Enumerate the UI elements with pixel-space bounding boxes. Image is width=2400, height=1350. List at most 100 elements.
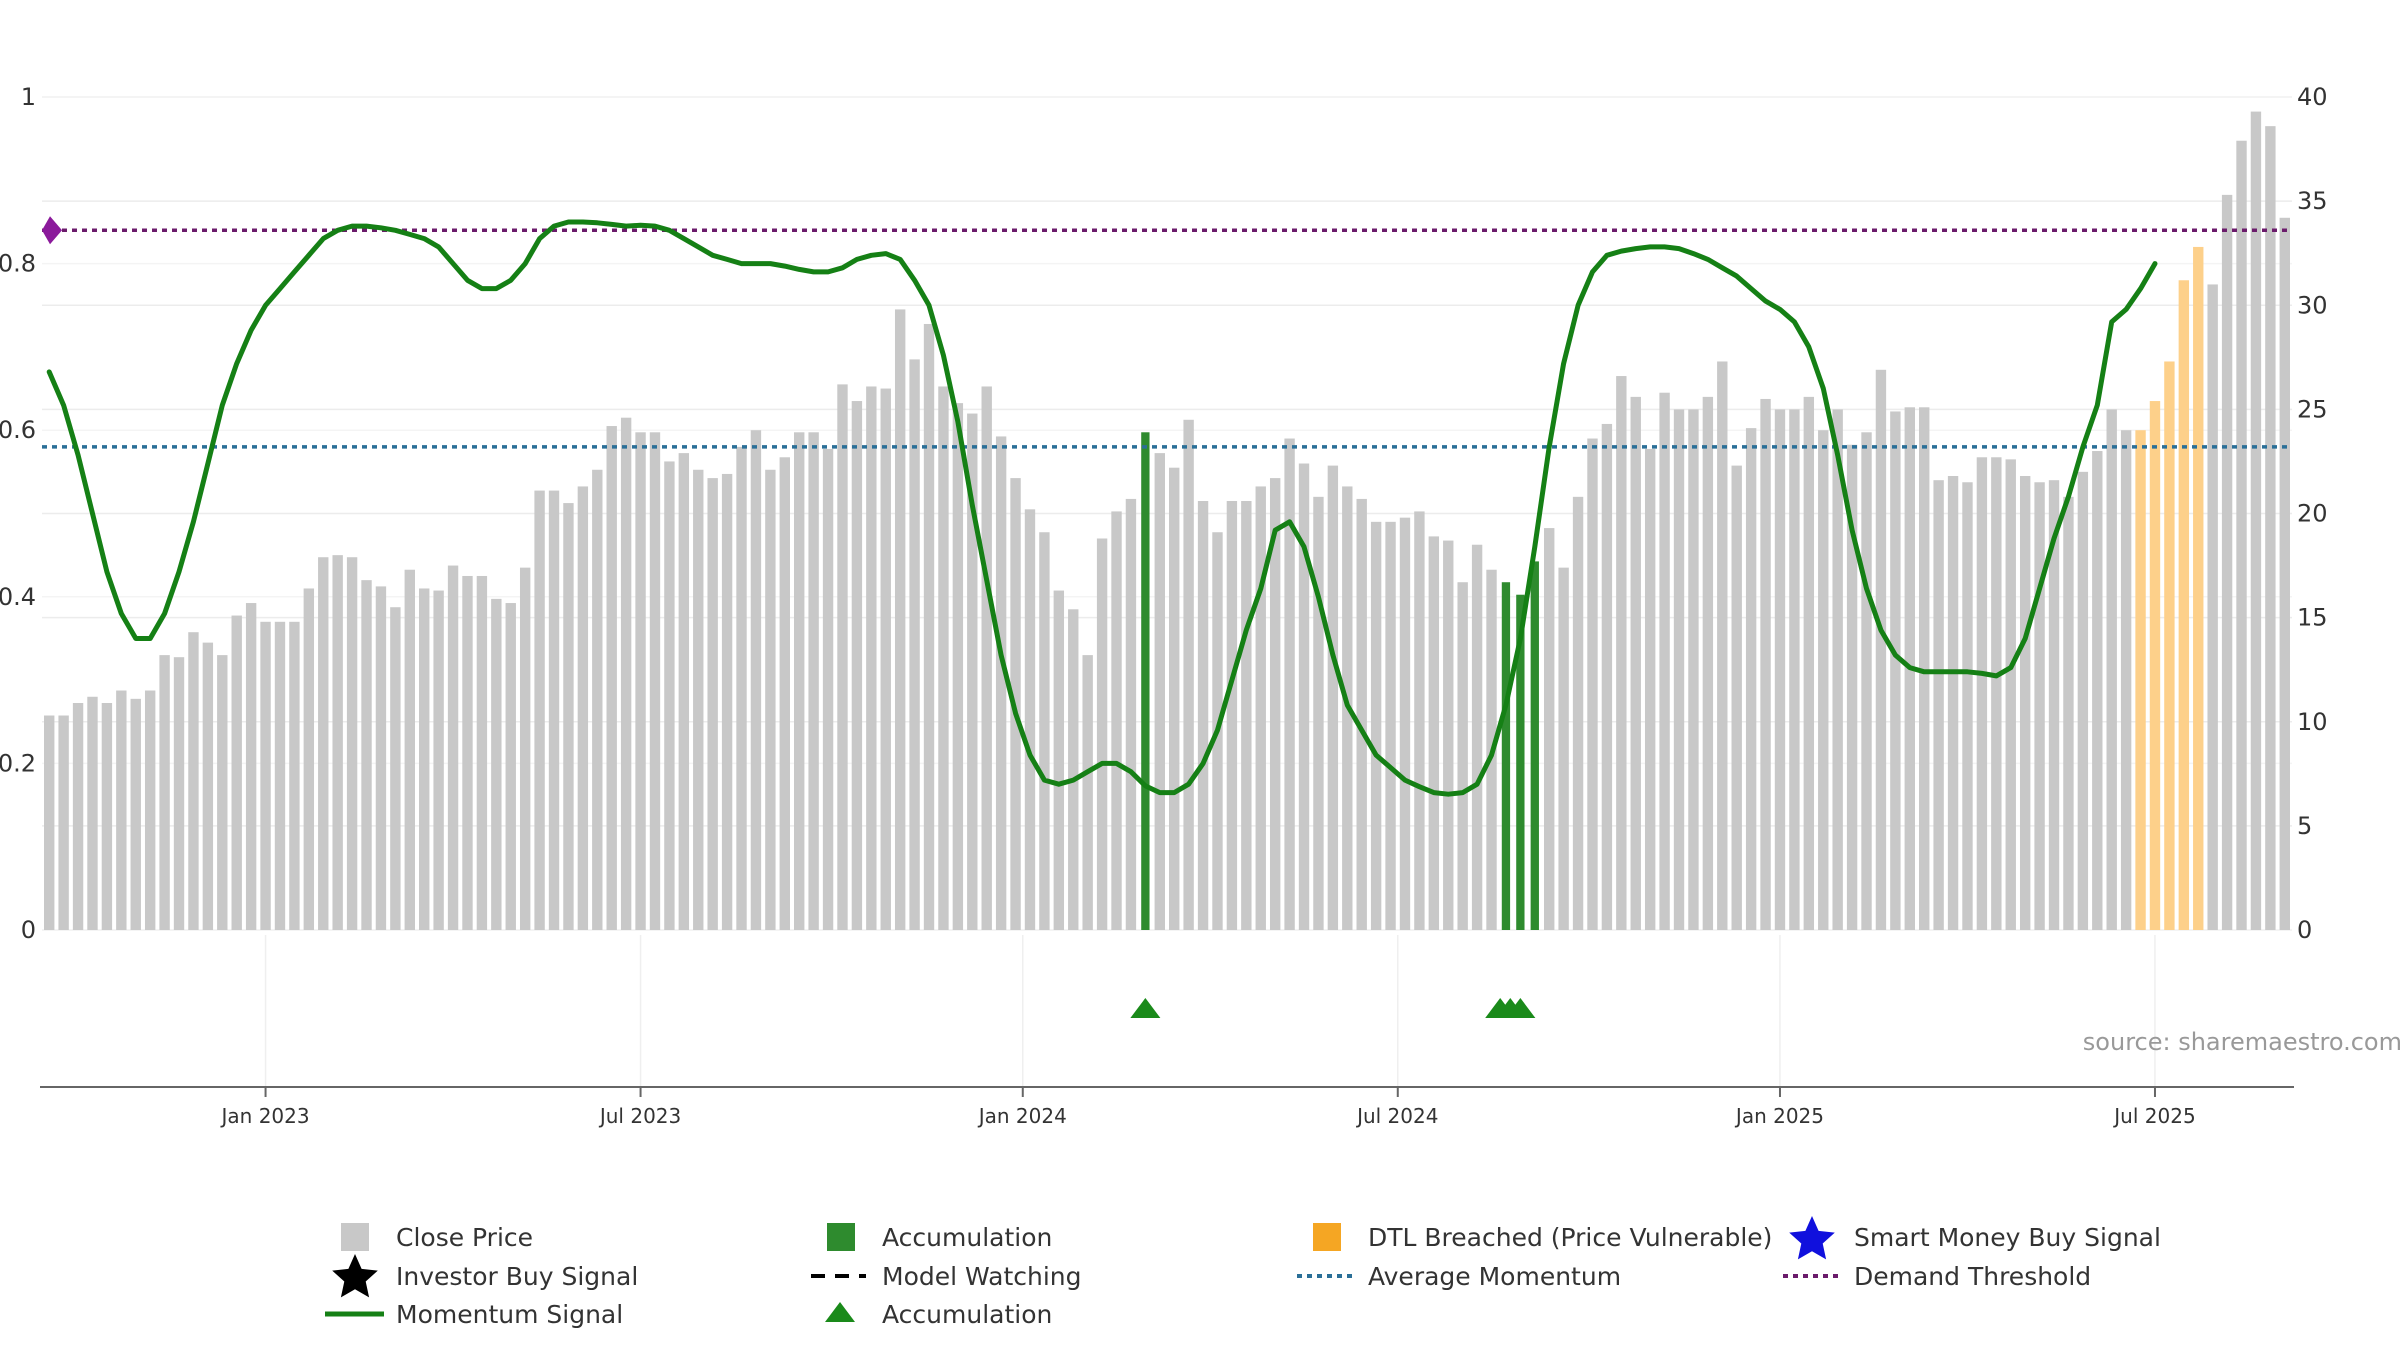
price-bar xyxy=(534,490,545,930)
price-bar xyxy=(1976,457,1988,930)
price-bar xyxy=(130,698,141,930)
price-bar xyxy=(894,309,906,930)
price-bar xyxy=(1298,463,1310,930)
legend-dtl-breached-label: DTL Breached (Price Vulnerable) xyxy=(1368,1223,1772,1252)
price-bar xyxy=(1471,544,1483,930)
price-bar xyxy=(1154,453,1165,930)
legend-smart-money-label: Smart Money Buy Signal xyxy=(1854,1223,2161,1252)
price-bar xyxy=(1399,517,1411,930)
star-icon xyxy=(1789,1216,1835,1260)
price-bar xyxy=(1947,476,1959,930)
price-bar xyxy=(765,469,776,930)
price-bar xyxy=(649,432,661,930)
legend-demand-threshold-label: Demand Threshold xyxy=(1854,1262,2091,1291)
price-bar xyxy=(794,432,805,930)
price-bar xyxy=(318,557,329,930)
x-tick-label: Jul 2023 xyxy=(598,1104,681,1128)
price-bar xyxy=(462,575,473,930)
price-bar xyxy=(779,457,790,930)
x-tick-label: Jan 2024 xyxy=(977,1104,1067,1128)
price-bar xyxy=(476,575,488,930)
x-tick-label: Jul 2025 xyxy=(2112,1104,2195,1128)
demand-threshold-marker xyxy=(42,216,62,245)
price-bar xyxy=(1832,409,1843,930)
accumulation-bar xyxy=(1530,561,1539,930)
right-tick-label: 30 xyxy=(2297,291,2328,319)
right-tick-label: 10 xyxy=(2297,708,2328,736)
accumulation-bar xyxy=(1501,582,1511,930)
price-bar xyxy=(390,607,401,930)
price-bar xyxy=(44,715,55,930)
price-bar xyxy=(1183,419,1194,930)
price-bar xyxy=(1024,509,1036,930)
price-bar xyxy=(1414,511,1425,930)
price-bar xyxy=(880,388,891,930)
legend-accumulation-bar-label: Accumulation xyxy=(882,1223,1052,1252)
right-tick-label: 40 xyxy=(2297,83,2328,111)
price-bar xyxy=(1962,482,1973,930)
price-bar xyxy=(635,432,646,930)
price-bar xyxy=(87,696,98,930)
star-icon xyxy=(332,1254,378,1298)
price-bar xyxy=(1774,409,1786,930)
price-bar xyxy=(620,417,632,931)
price-bar xyxy=(1269,478,1281,930)
price-bar xyxy=(303,588,315,930)
left-tick-label: 0.8 xyxy=(0,250,36,278)
price-bar xyxy=(274,621,286,930)
price-bar xyxy=(808,432,819,930)
price-bar xyxy=(1731,465,1742,930)
accumulation-marker xyxy=(1130,998,1161,1018)
price-bar xyxy=(1096,538,1108,930)
price-bar xyxy=(375,586,387,930)
left-tick-label: 0 xyxy=(21,916,36,944)
price-bar xyxy=(2279,217,2290,930)
price-bar xyxy=(592,469,603,930)
price-bar xyxy=(332,555,343,930)
legend-average-momentum-label: Average Momentum xyxy=(1368,1262,1621,1291)
price-bar xyxy=(837,384,848,930)
price-bar xyxy=(721,473,733,930)
price-bar xyxy=(361,580,372,930)
price-bar xyxy=(1082,655,1093,930)
price-bar xyxy=(1226,501,1238,930)
price-bar xyxy=(2077,471,2089,930)
legend-momentum-signal-label: Momentum Signal xyxy=(396,1300,623,1329)
price-bar xyxy=(678,453,690,930)
price-bar xyxy=(1068,609,1079,930)
price-bar xyxy=(1745,428,1757,930)
left-tick-label: 0.6 xyxy=(0,416,36,444)
price-bar xyxy=(1039,532,1050,930)
price-bar xyxy=(1356,498,1367,930)
price-bar xyxy=(231,615,242,930)
price-bars xyxy=(44,111,2290,931)
x-tick-label: Jul 2024 xyxy=(1355,1104,1438,1128)
price-bar xyxy=(548,490,560,930)
price-bar xyxy=(447,565,459,930)
price-bar xyxy=(981,386,992,930)
price-bar xyxy=(1919,407,1930,931)
gridlines xyxy=(42,96,2292,1087)
left-tick-label: 0.4 xyxy=(0,583,36,611)
price-bar xyxy=(2048,480,2060,930)
price-bar xyxy=(2063,496,2074,930)
price-bar xyxy=(116,690,127,930)
price-bar xyxy=(1284,438,1295,930)
legend-item-momentum-signal: Momentum Signal xyxy=(325,1300,623,1329)
dtl-breached-bar xyxy=(2135,430,2146,930)
price-bar xyxy=(938,386,949,930)
legend-accumulation-bar-swatch xyxy=(827,1223,855,1251)
legend: Close Price Accumulation DTL Breached (P… xyxy=(325,1216,2161,1329)
right-tick-label: 35 xyxy=(2297,187,2328,215)
price-bar xyxy=(707,478,718,930)
price-bar xyxy=(2265,126,2276,930)
price-bar xyxy=(1933,480,1944,930)
price-bar xyxy=(851,401,863,930)
legend-model-watching-label: Model Watching xyxy=(882,1262,1082,1291)
x-tick-label: Jan 2025 xyxy=(1734,1104,1824,1128)
price-bar xyxy=(1659,392,1670,931)
price-bar xyxy=(2019,476,2031,930)
price-bar xyxy=(1313,496,1324,930)
legend-item-accumulation-bar: Accumulation xyxy=(827,1223,1052,1252)
